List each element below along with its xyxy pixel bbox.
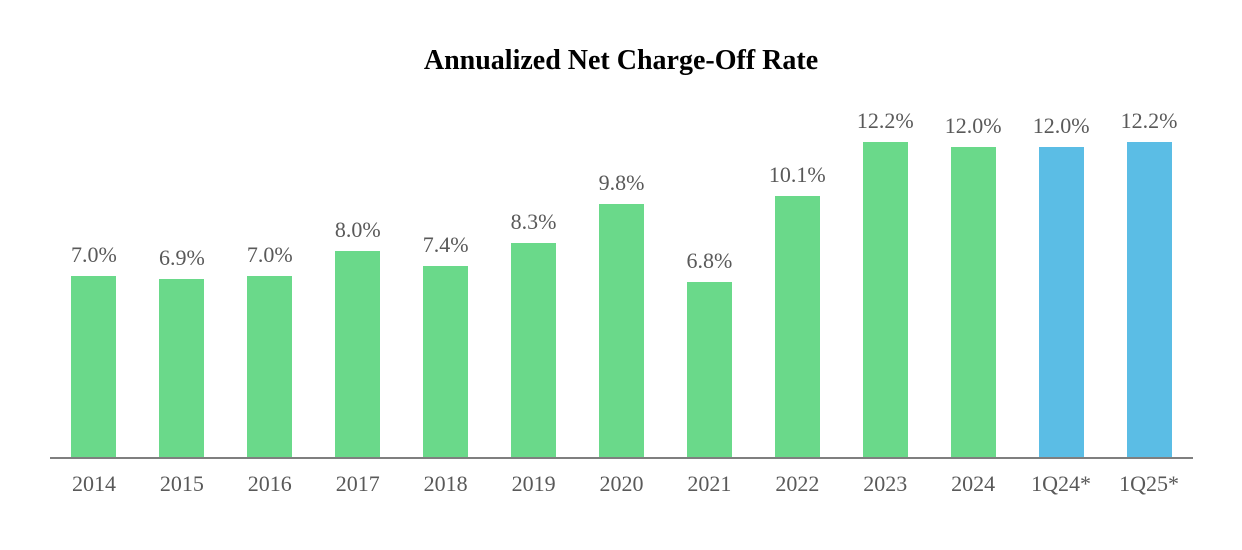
x-axis-label: 2017	[335, 471, 380, 496]
x-axis-label: 2016	[247, 471, 292, 496]
bar	[774, 196, 820, 457]
bar-column: 12.2%	[841, 109, 929, 457]
bar	[598, 204, 644, 457]
x-axis-label: 2014	[71, 471, 116, 496]
bar-column: 12.0%	[1017, 114, 1105, 457]
bar-column: 12.0%	[929, 114, 1017, 457]
bar	[335, 250, 381, 457]
bar-column: 7.0%	[226, 243, 314, 457]
bar-value-label: 6.8%	[686, 247, 733, 273]
bar	[950, 147, 996, 457]
bar-value-label: 7.4%	[422, 232, 469, 258]
chart-title: Annualized Net Charge-Off Rate	[423, 45, 819, 76]
bar-value-label: 6.9%	[158, 245, 205, 270]
x-axis-line	[50, 457, 1193, 459]
bar-column: 9.8%	[578, 171, 666, 457]
bar-column: 10.1%	[753, 163, 841, 457]
bar-column: 6.9%	[138, 246, 226, 457]
x-axis-label: 2019	[511, 471, 556, 496]
x-axis-label: 1Q24*	[1031, 471, 1092, 496]
bar	[159, 279, 205, 457]
bar	[1126, 142, 1172, 457]
bar-value-label: 12.2%	[1120, 108, 1178, 134]
bar-value-label: 12.0%	[944, 113, 1002, 139]
x-axis-labels: 2014 2015 2016 2017 2018 2019 2020 2021 2022 2023…	[50, 471, 1193, 497]
bar-column: 6.8%	[665, 247, 753, 457]
bar-column: 7.0%	[50, 243, 138, 457]
bar-value-label: 7.0%	[246, 242, 293, 268]
bar-value-label: 9.8%	[598, 170, 645, 196]
bar-value-label: 12.0%	[1032, 113, 1090, 139]
x-axis-label: 2023	[863, 471, 908, 496]
bar-value-label: 12.2%	[856, 108, 914, 134]
x-axis-label: 2020	[599, 471, 644, 496]
x-axis-label: 2018	[423, 471, 468, 496]
x-axis-label: 1Q25*	[1119, 471, 1179, 496]
bar-column: 8.3%	[490, 208, 578, 457]
bar-value-label: 8.3%	[510, 208, 557, 234]
bar	[71, 276, 117, 457]
bar	[686, 281, 732, 457]
bar	[862, 142, 908, 457]
x-axis-label: 2022	[775, 471, 820, 496]
bar-value-label: 7.0%	[71, 242, 117, 268]
x-axis-label: 2021	[687, 471, 732, 496]
bar-column: 8.0%	[314, 216, 402, 457]
x-axis-label: 2015	[159, 471, 204, 496]
x-axis-label: 2024	[951, 471, 996, 496]
bar	[423, 266, 469, 457]
bar-column: 12.2%	[1105, 109, 1193, 457]
plot-area: 7.0% 6.9% 7.0% 8.0% 7.4% 8.3% 9.8% 6.8% 10.1% 12.…	[50, 109, 1193, 457]
bar	[511, 242, 557, 457]
bar-value-label: 8.0%	[334, 216, 381, 242]
bar-column: 7.4%	[402, 233, 490, 457]
bar	[1038, 147, 1084, 457]
bar-value-label: 10.1%	[768, 162, 826, 188]
bar	[247, 276, 293, 457]
